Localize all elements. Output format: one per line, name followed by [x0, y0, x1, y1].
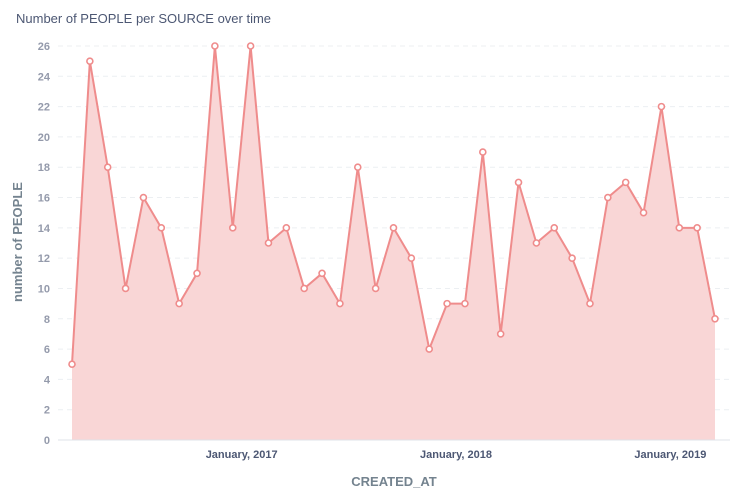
data-point[interactable]: [139, 193, 148, 202]
data-point[interactable]: [211, 42, 219, 50]
data-point[interactable]: [604, 193, 612, 202]
data-point[interactable]: [586, 299, 594, 308]
data-point[interactable]: [121, 284, 130, 293]
data-point[interactable]: [389, 224, 398, 232]
y-tick-label: 24: [38, 71, 51, 83]
y-tick-label: 10: [38, 283, 50, 295]
data-point[interactable]: [407, 254, 416, 262]
data-point[interactable]: [336, 299, 344, 308]
data-point[interactable]: [300, 284, 308, 293]
x-tick-label: January, 2018: [420, 449, 492, 461]
data-point[interactable]: [86, 57, 94, 65]
y-tick-label: 0: [44, 435, 50, 447]
data-point[interactable]: [639, 208, 648, 217]
x-tick-label: January, 2019: [634, 449, 706, 461]
data-point[interactable]: [103, 163, 112, 172]
data-point[interactable]: [68, 360, 76, 369]
data-point[interactable]: [657, 102, 666, 111]
y-tick-label: 4: [44, 374, 51, 386]
data-point[interactable]: [264, 239, 273, 247]
x-tick-label: January, 2017: [206, 449, 278, 461]
y-tick-label: 6: [44, 344, 50, 356]
data-point[interactable]: [621, 178, 630, 187]
y-tick-label: 12: [38, 253, 50, 265]
data-point[interactable]: [353, 163, 362, 172]
data-point[interactable]: [532, 239, 541, 247]
y-tick-label: 22: [38, 102, 50, 114]
data-point[interactable]: [675, 224, 684, 232]
data-point[interactable]: [443, 299, 451, 308]
data-point[interactable]: [228, 224, 237, 232]
data-point[interactable]: [318, 269, 326, 278]
y-tick-label: 26: [38, 41, 50, 53]
data-point[interactable]: [514, 178, 523, 187]
y-tick-label: 2: [44, 405, 50, 417]
data-point[interactable]: [371, 284, 380, 293]
y-axis-title: number of PEOPLE: [10, 182, 25, 302]
data-point[interactable]: [175, 299, 183, 308]
data-point[interactable]: [711, 314, 719, 323]
data-point[interactable]: [193, 269, 201, 278]
data-point[interactable]: [693, 224, 701, 232]
data-points: [68, 42, 719, 369]
x-axis-title: CREATED_AT: [351, 474, 437, 489]
data-point[interactable]: [461, 299, 469, 308]
chart-title: Number of PEOPLE per SOURCE over time: [16, 11, 272, 26]
y-tick-label: 20: [38, 132, 50, 144]
series-area-fill: [72, 46, 715, 440]
data-point[interactable]: [425, 345, 434, 353]
data-point[interactable]: [246, 42, 255, 50]
data-point[interactable]: [496, 330, 505, 338]
data-point[interactable]: [282, 224, 291, 232]
y-tick-label: 14: [38, 223, 51, 235]
data-point[interactable]: [550, 224, 559, 232]
y-tick-label: 16: [38, 193, 50, 205]
data-point[interactable]: [157, 224, 166, 232]
x-axis-ticks: January, 2017 January, 2018 January, 2019: [206, 449, 707, 461]
y-tick-label: 8: [44, 314, 50, 326]
y-tick-label: 18: [38, 162, 50, 174]
series-area: [71, 45, 716, 440]
data-point[interactable]: [479, 148, 487, 156]
data-point[interactable]: [568, 254, 576, 262]
